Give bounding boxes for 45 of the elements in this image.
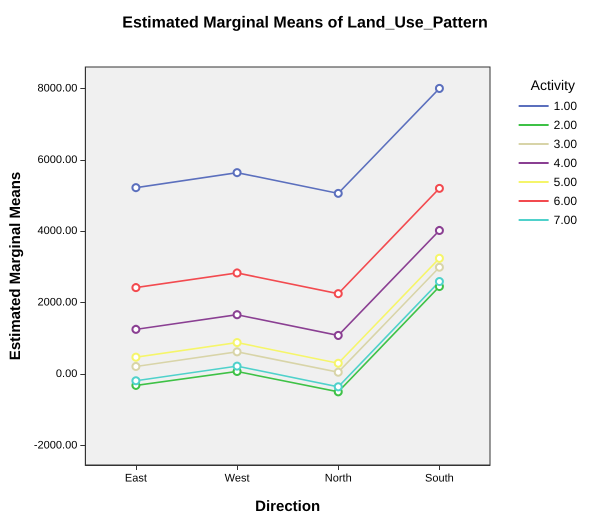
y-tick-label: 4000.00 xyxy=(38,225,78,238)
y-tick-label: 0.00 xyxy=(56,368,78,380)
point xyxy=(434,254,444,263)
legend-label: 2.00 xyxy=(554,118,578,132)
point xyxy=(232,268,242,278)
y-tick-label: 2000.00 xyxy=(38,296,78,309)
point xyxy=(232,310,242,320)
point xyxy=(334,188,343,198)
point xyxy=(334,368,343,377)
chart-title: Estimated Marginal Means of Land_Use_Pattern xyxy=(122,14,488,32)
x-tick-label: East xyxy=(124,472,147,484)
legend-label: 7.00 xyxy=(554,213,578,227)
point xyxy=(434,226,444,235)
point xyxy=(434,277,444,286)
point xyxy=(131,352,140,362)
point xyxy=(131,283,140,292)
x-tick-label: North xyxy=(324,472,352,484)
point xyxy=(232,338,242,348)
point xyxy=(131,183,140,192)
legend-title: Activity xyxy=(530,77,576,93)
point xyxy=(131,362,140,371)
legend-label: 6.00 xyxy=(554,194,578,208)
x-axis-title: Direction xyxy=(255,498,320,515)
x-tick-label: West xyxy=(224,472,250,484)
y-tick-label: -2000.00 xyxy=(34,439,78,452)
point xyxy=(334,330,343,340)
point xyxy=(434,84,444,93)
point xyxy=(232,362,242,371)
point xyxy=(131,324,140,334)
point xyxy=(434,262,444,272)
point xyxy=(334,382,343,392)
legend-label: 1.00 xyxy=(554,99,578,113)
legend-label: 3.00 xyxy=(554,137,578,151)
y-tick-label: 8000.00 xyxy=(38,82,78,94)
x-tick-label: South xyxy=(425,472,454,484)
point xyxy=(434,184,444,193)
point xyxy=(232,347,242,356)
point xyxy=(131,376,140,386)
y-axis-title: Estimated Marginal Means xyxy=(7,172,24,360)
point xyxy=(334,289,343,298)
point xyxy=(334,358,343,368)
point xyxy=(232,168,242,178)
legend-label: 4.00 xyxy=(554,156,578,170)
legend-label: 5.00 xyxy=(554,175,578,189)
y-tick-label: 6000.00 xyxy=(38,154,78,166)
